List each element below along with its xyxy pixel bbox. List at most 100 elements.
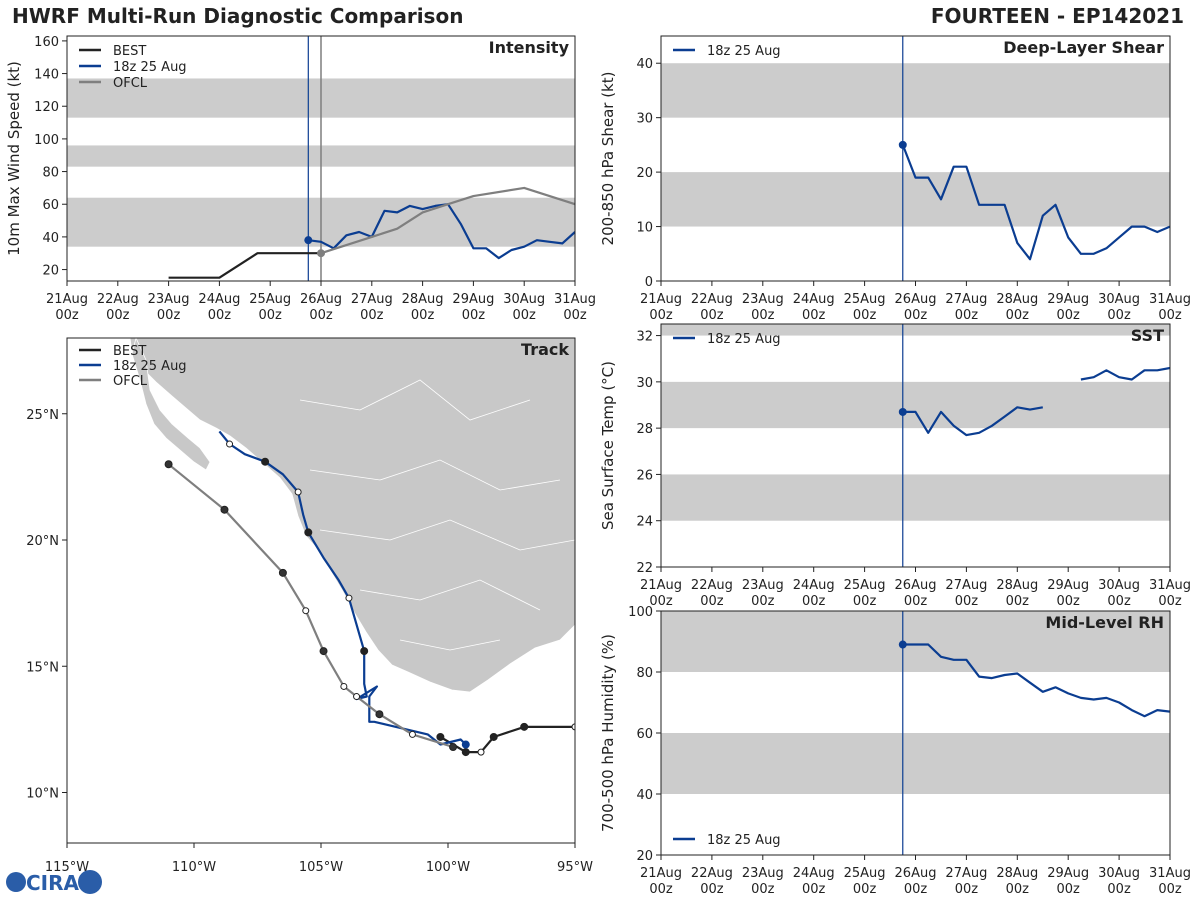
x-tick-label: 00z xyxy=(853,308,877,323)
track-point xyxy=(220,505,229,514)
x-tick-label: 30Aug xyxy=(503,292,545,307)
x-tick-label: 00z xyxy=(1107,882,1131,897)
x-tick-label: 100°W xyxy=(426,860,470,875)
axes-frame xyxy=(660,323,1171,568)
x-tick-label: 00z xyxy=(904,308,928,323)
rh-panel: 2040608010021Aug00z22Aug00z23Aug00z24Aug… xyxy=(599,605,1191,897)
x-tick-label: 00z xyxy=(751,308,775,323)
shaded-band xyxy=(661,733,1170,794)
y-tick-label: 80 xyxy=(636,666,653,681)
shaded-band xyxy=(661,172,1170,227)
track-point xyxy=(375,710,384,719)
x-tick-label: 00z xyxy=(853,882,877,897)
y-tick-label: 160 xyxy=(34,35,59,50)
axes-frame xyxy=(660,35,1171,282)
y-tick-label: 30 xyxy=(636,112,653,127)
track-path xyxy=(439,725,575,754)
y-tick-label: 100 xyxy=(628,605,653,620)
x-tick-label: 00z xyxy=(802,308,826,323)
x-tick-label: 27Aug xyxy=(945,292,987,307)
y-tick-label: 32 xyxy=(636,330,653,345)
x-tick-label: 00z xyxy=(1158,882,1182,897)
y-tick-label: 20 xyxy=(636,849,653,864)
x-tick-label: 30Aug xyxy=(1098,578,1140,593)
x-tick-label: 29Aug xyxy=(1047,578,1089,593)
x-tick-label: 00z xyxy=(1006,882,1030,897)
series-group xyxy=(168,186,575,279)
series-start-marker xyxy=(898,640,907,649)
x-tick-label: 25Aug xyxy=(844,292,886,307)
track-point xyxy=(164,460,173,469)
y-tick-label: 20 xyxy=(42,264,59,279)
shaded-band xyxy=(661,63,1170,118)
panel-title: Deep-Layer Shear xyxy=(1003,38,1164,57)
track-point xyxy=(360,647,369,656)
cira-logo: CIRA xyxy=(6,870,102,895)
x-tick-label: 00z xyxy=(1006,594,1030,609)
storm-identifier: FOURTEEN - EP142021 xyxy=(930,4,1184,28)
x-tick-label: 00z xyxy=(1006,308,1030,323)
x-tick-label: 115°W xyxy=(45,860,89,875)
logo-text: CIRA xyxy=(26,871,80,895)
series-start-marker xyxy=(317,249,325,258)
x-tick-label: 00z xyxy=(157,308,181,323)
sst-panel: 22242628303221Aug00z22Aug00z23Aug00z24Au… xyxy=(599,323,1191,609)
x-tick-label: 00z xyxy=(563,308,587,323)
track-point xyxy=(520,722,529,731)
x-tick-label: 00z xyxy=(853,594,877,609)
y-tick-label: 60 xyxy=(636,727,653,742)
track-point xyxy=(278,568,287,577)
series-line xyxy=(902,366,1170,437)
x-tick-label: 00z xyxy=(700,594,724,609)
x-tick-label: 24Aug xyxy=(198,292,240,307)
axes-frame xyxy=(660,610,1171,856)
x-tick-label: 22Aug xyxy=(691,292,733,307)
x-tick-label: 31Aug xyxy=(1149,292,1191,307)
x-tick-label: 00z xyxy=(208,308,232,323)
x-tick-label: 26Aug xyxy=(300,292,342,307)
track-point xyxy=(261,457,270,466)
x-tick-label: 29Aug xyxy=(1047,866,1089,881)
x-tick-label: 21Aug xyxy=(640,578,682,593)
track-point xyxy=(345,594,353,602)
x-tick-label: 00z xyxy=(1158,594,1182,609)
x-tick-label: 00z xyxy=(649,594,673,609)
track-point xyxy=(408,730,416,738)
x-tick-label: 00z xyxy=(904,594,928,609)
y-tick-label: 15°N xyxy=(26,660,59,675)
y-axis-label: 10m Max Wind Speed (kt) xyxy=(5,61,23,256)
x-tick-label: 110°W xyxy=(172,860,216,875)
y-axis-label: 700-500 hPa Humidity (%) xyxy=(599,634,617,832)
track-point xyxy=(304,528,313,537)
x-tick-label: 00z xyxy=(955,594,979,609)
x-tick-label: 95°W xyxy=(557,860,593,875)
intensity-panel: 2040608010012014016021Aug00z22Aug00z23Au… xyxy=(5,35,596,323)
x-tick-label: 00z xyxy=(309,308,333,323)
x-tick-label: 23Aug xyxy=(742,578,784,593)
x-tick-label: 00z xyxy=(259,308,283,323)
x-tick-label: 21Aug xyxy=(46,292,88,307)
x-tick-label: 00z xyxy=(360,308,384,323)
y-tick-label: 60 xyxy=(42,198,59,213)
track-point xyxy=(340,682,348,690)
x-tick-label: 21Aug xyxy=(640,292,682,307)
x-tick-label: 24Aug xyxy=(793,578,835,593)
track-path xyxy=(218,430,467,746)
shaded-band xyxy=(661,611,1170,672)
x-tick-label: 31Aug xyxy=(1149,578,1191,593)
shaded-band xyxy=(661,381,1170,429)
x-tick-label: 23Aug xyxy=(148,292,190,307)
x-tick-label: 00z xyxy=(955,308,979,323)
x-tick-label: 25Aug xyxy=(249,292,291,307)
panel-title: Mid-Level RH xyxy=(1045,613,1164,632)
y-axis-label: Sea Surface Temp (°C) xyxy=(599,361,617,530)
y-tick-label: 120 xyxy=(34,100,59,115)
x-tick-label: 00z xyxy=(1057,594,1081,609)
series-line xyxy=(308,203,575,260)
track-point xyxy=(461,748,470,757)
y-tick-label: 26 xyxy=(636,468,653,483)
track-lines xyxy=(164,430,575,757)
x-tick-label: 22Aug xyxy=(691,866,733,881)
land-mass xyxy=(129,338,575,693)
